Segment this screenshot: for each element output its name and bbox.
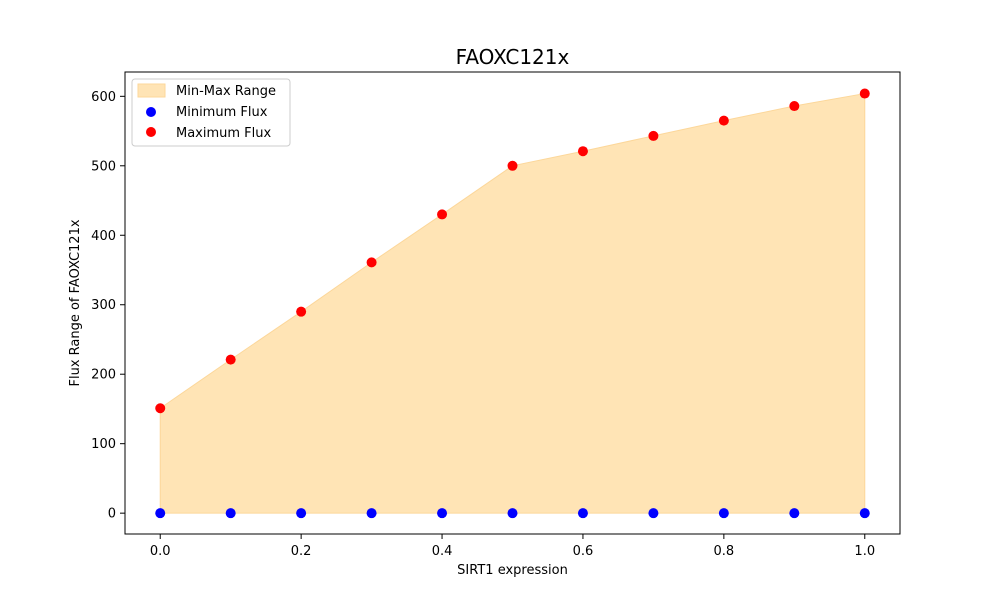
y-tick-label: 100: [91, 437, 116, 452]
x-tick-label: 0.8: [714, 544, 735, 559]
maximum-flux-point: [296, 306, 307, 317]
y-tick-label: 600: [91, 90, 116, 105]
legend-marker-min: [146, 107, 156, 117]
maximum-flux-point: [437, 209, 448, 220]
maximum-flux-point: [648, 130, 659, 141]
minimum-flux-point: [859, 508, 870, 519]
legend-label-min: Minimum Flux: [176, 105, 268, 120]
legend: Min-Max Range Minimum Flux Maximum Flux: [131, 78, 291, 147]
legend-swatch-range: [137, 83, 166, 98]
y-tick-label: 200: [91, 368, 116, 383]
legend-label-range: Min-Max Range: [176, 84, 276, 99]
x-axis: 0.0 0.2 0.4 0.6 0.8 1.0: [150, 534, 875, 559]
y-tick-label: 300: [91, 298, 116, 313]
maximum-flux-point: [507, 160, 518, 171]
y-tick-label: 0: [108, 507, 116, 522]
minimum-flux-point: [577, 508, 588, 519]
minimum-flux-point: [648, 508, 659, 519]
minimum-flux-point: [155, 508, 166, 519]
plot-area: [124, 71, 901, 535]
y-tick-label: 500: [91, 159, 116, 174]
maximum-flux-point: [225, 354, 236, 365]
minimum-flux-point: [718, 508, 729, 519]
legend-marker-max: [146, 127, 156, 137]
minimum-flux-point: [225, 508, 236, 519]
minimum-flux-point: [507, 508, 518, 519]
maximum-flux-point: [859, 88, 870, 99]
x-axis-label: SIRT1 expression: [457, 563, 568, 578]
minimum-flux-point: [366, 508, 377, 519]
maximum-flux-point: [718, 115, 729, 126]
maximum-flux-layer: [155, 88, 870, 414]
maximum-flux-point: [155, 403, 166, 414]
x-tick-label: 0.2: [291, 544, 312, 559]
maximum-flux-point: [366, 257, 377, 268]
minimum-flux-layer: [155, 508, 870, 519]
legend-label-max: Maximum Flux: [176, 126, 272, 141]
maximum-flux-point: [577, 146, 588, 157]
chart-title: FAOXC121x: [456, 45, 570, 69]
x-tick-label: 0.6: [573, 544, 594, 559]
y-axis: 0 100 200 300 400 500 600: [91, 90, 125, 522]
x-tick-label: 0.4: [432, 544, 453, 559]
y-axis-label: Flux Range of FAOXC121x: [68, 219, 83, 386]
plot-frame: [124, 71, 901, 535]
maximum-flux-point: [789, 101, 800, 112]
x-tick-label: 1.0: [854, 544, 875, 559]
minimum-flux-point: [296, 508, 307, 519]
minimum-flux-point: [437, 508, 448, 519]
minimum-flux-point: [789, 508, 800, 519]
x-tick-label: 0.0: [150, 544, 171, 559]
legend-frame: [131, 78, 291, 147]
y-tick-label: 400: [91, 229, 116, 244]
